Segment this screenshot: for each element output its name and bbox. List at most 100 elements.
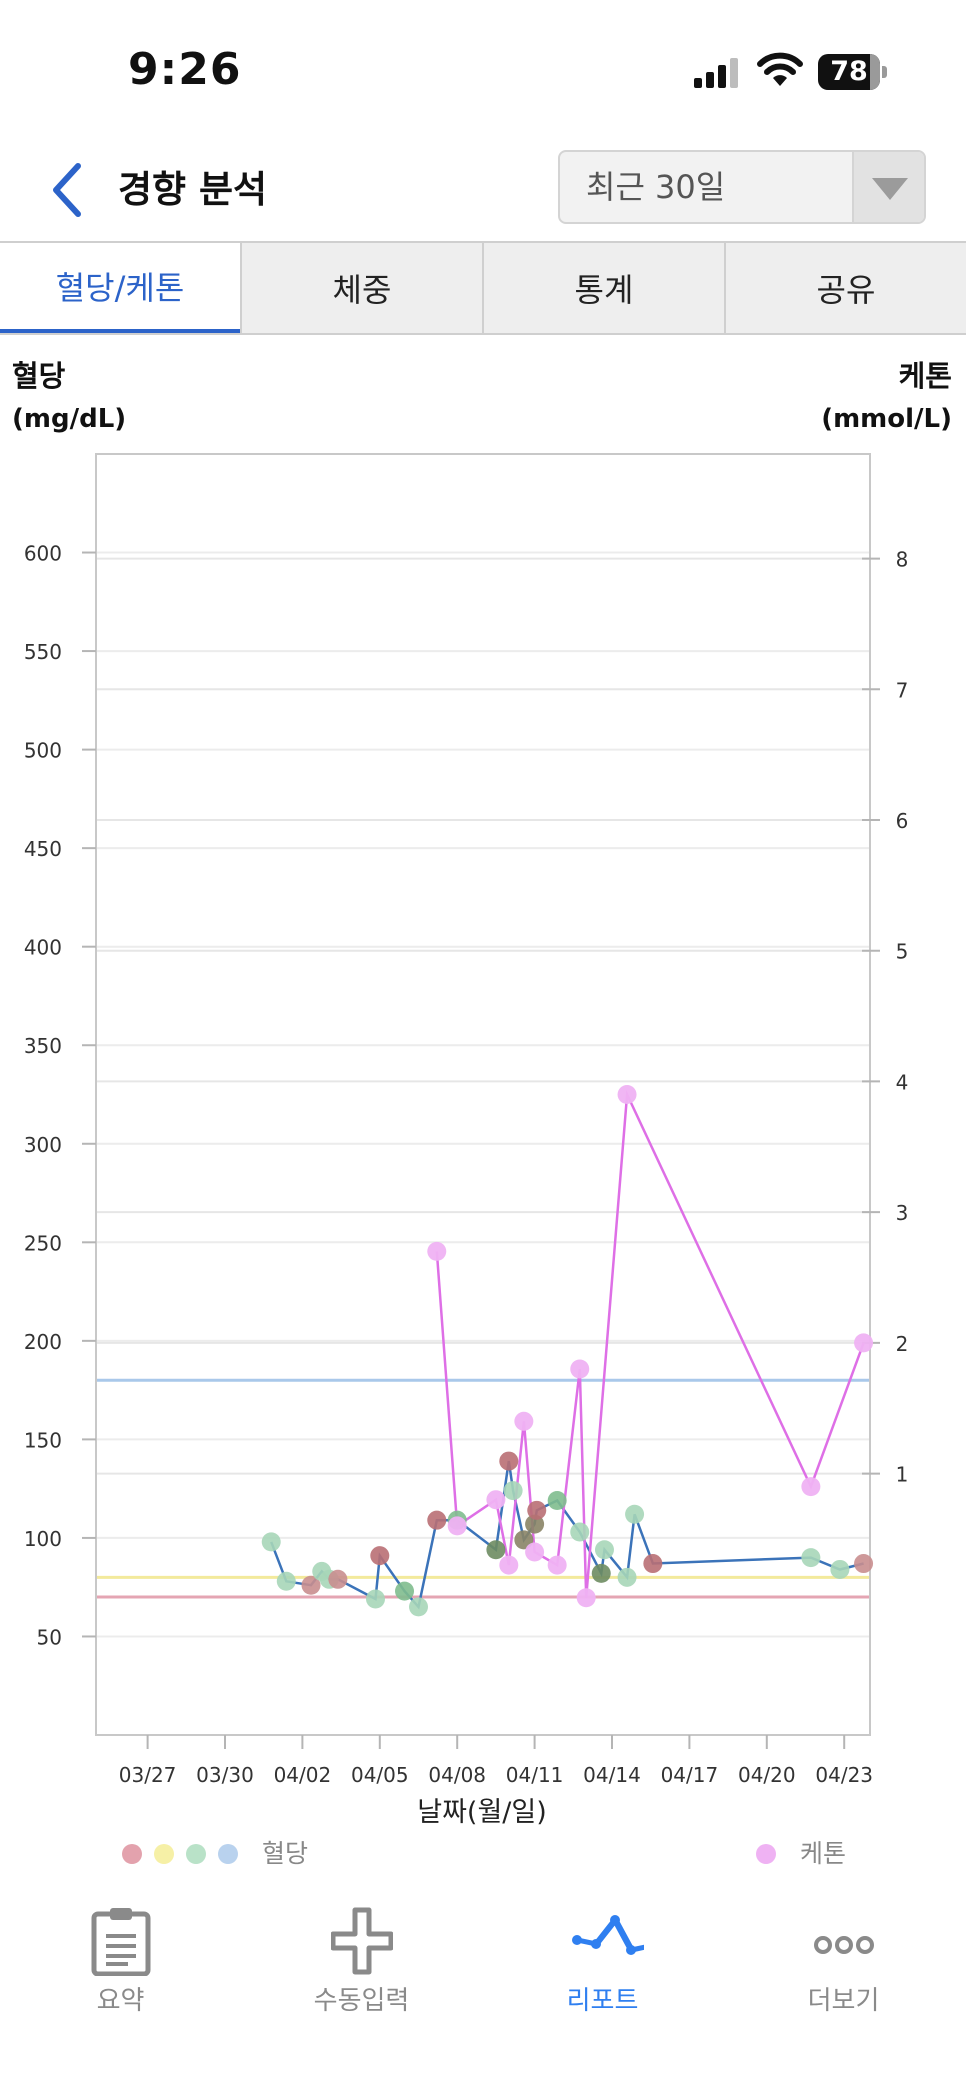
ketone-line	[435, 1089, 865, 1598]
y-tick-label-left: 350	[24, 1034, 62, 1058]
ketone-point	[570, 1359, 590, 1379]
left-axis-title: 혈당	[12, 359, 66, 393]
ketone-point	[617, 1085, 637, 1104]
y-tick-label-left: 250	[24, 1231, 62, 1255]
y-tick-label-right: 6	[896, 809, 909, 833]
ketone-point	[801, 1477, 821, 1497]
back-chevron-icon[interactable]	[46, 160, 90, 220]
glucose-point	[570, 1522, 590, 1542]
y-tick-label-left: 300	[24, 1133, 62, 1157]
glucose-point	[395, 1581, 415, 1601]
tabbar-manual-input-label: 수동입력	[313, 1986, 410, 2016]
report-tabs: 혈당/케톤 체중 통계 공유	[0, 241, 966, 335]
tabbar-report[interactable]: 리포트	[482, 1896, 723, 2036]
plus-icon	[331, 1907, 393, 1975]
tabbar-more-label: 더보기	[807, 1986, 880, 2016]
battery-level: 78	[830, 56, 868, 87]
legend-glucose-swatch-1	[122, 1844, 142, 1864]
glucose-point	[366, 1589, 385, 1609]
tab-glucose-ketone[interactable]: 혈당/케톤	[0, 243, 240, 333]
tabbar-report-label: 리포트	[566, 1986, 639, 2016]
x-tick-label: 04/23	[815, 1763, 873, 1787]
chart-legend: 혈당 케톤	[0, 1836, 966, 1872]
ketone-point	[499, 1555, 519, 1575]
ketone-point	[427, 1241, 447, 1261]
glucose-point	[276, 1571, 296, 1591]
legend-ketone-swatch	[756, 1844, 776, 1864]
period-dropdown-value: 최근 30일	[586, 168, 726, 206]
glucose-point	[261, 1532, 281, 1552]
wifi-icon	[757, 52, 803, 86]
more-icon	[814, 1936, 874, 1954]
period-dropdown-toggle[interactable]	[852, 152, 924, 222]
x-axis-title: 날짜(월/일)	[417, 1797, 547, 1828]
glucose-point	[617, 1567, 637, 1587]
glucose-point	[801, 1548, 821, 1568]
ketone-point	[525, 1542, 545, 1562]
tabbar-summary[interactable]: 요약	[0, 1896, 241, 2036]
page-title: 경향 분석	[118, 168, 268, 211]
bottom-tab-bar: 요약 수동입력 리포트 더보기	[0, 1896, 966, 2036]
glucose-point	[486, 1540, 506, 1560]
y-tick-label-left: 150	[24, 1428, 62, 1452]
tabbar-more[interactable]: 더보기	[723, 1896, 964, 2036]
battery-icon: 78	[818, 54, 888, 90]
ketone-point	[486, 1490, 506, 1510]
left-axis-unit: (mg/dL)	[12, 404, 127, 434]
y-tick-label-right: 2	[896, 1332, 909, 1356]
x-tick-label: 04/11	[506, 1763, 564, 1787]
y-tick-label-right: 4	[896, 1070, 909, 1094]
glucose-point	[594, 1540, 614, 1560]
y-tick-label-right: 3	[896, 1201, 909, 1225]
x-tick-label: 04/02	[274, 1763, 332, 1787]
right-axis-unit: (mmol/L)	[821, 404, 952, 434]
clipboard-icon	[91, 1908, 151, 1976]
y-tick-label-right: 7	[896, 678, 909, 702]
glucose-point	[854, 1554, 874, 1574]
y-tick-label-right: 8	[896, 548, 909, 572]
glucose-point	[625, 1504, 645, 1524]
y-tick-label-left: 450	[24, 837, 62, 861]
glucose-point	[643, 1554, 663, 1574]
glucose-point	[547, 1490, 567, 1510]
status-time: 9:26	[128, 44, 242, 95]
tab-share[interactable]: 공유	[724, 243, 966, 333]
glucose-points	[261, 1451, 874, 1617]
ketone-point	[547, 1555, 567, 1575]
x-tick-label: 04/20	[738, 1763, 796, 1787]
x-tick-label: 04/17	[661, 1763, 719, 1787]
ketone-point	[447, 1516, 467, 1536]
chevron-down-icon	[872, 178, 908, 200]
glucose-point	[499, 1451, 519, 1471]
y-tick-label-left: 50	[37, 1625, 62, 1649]
legend-glucose-swatch-2	[154, 1844, 174, 1864]
y-tick-label-left: 400	[24, 936, 62, 960]
x-tick-label: 03/30	[196, 1763, 254, 1787]
y-tick-label-left: 100	[24, 1527, 62, 1551]
ketone-point	[854, 1333, 874, 1353]
y-tick-label-left: 500	[24, 739, 62, 763]
legend-glucose-label: 혈당	[262, 1839, 309, 1868]
nav-header: 경향 분석 최근 30일	[0, 140, 966, 240]
legend-glucose-swatch-3	[186, 1844, 206, 1864]
y-tick-label-left: 600	[24, 542, 62, 566]
tabbar-manual-input[interactable]: 수동입력	[241, 1896, 482, 2036]
x-tick-label: 03/27	[119, 1763, 177, 1787]
glucose-point	[527, 1500, 547, 1520]
y-tick-label-left: 200	[24, 1330, 62, 1354]
ketone-series-line	[435, 1089, 865, 1598]
legend-glucose-swatch-4	[218, 1844, 238, 1864]
plot-frame	[95, 453, 871, 1736]
tab-statistics[interactable]: 통계	[482, 243, 724, 333]
period-dropdown[interactable]: 최근 30일	[558, 150, 926, 224]
glucose-point	[503, 1481, 523, 1501]
tabbar-summary-label: 요약	[96, 1986, 145, 2016]
y-tick-label-left: 550	[24, 640, 62, 664]
x-tick-label: 04/14	[583, 1763, 641, 1787]
ketone-point	[514, 1411, 534, 1431]
tab-weight[interactable]: 체중	[240, 243, 482, 333]
cellular-signal-icon	[694, 58, 738, 88]
right-axis-title: 케톤	[898, 359, 952, 393]
ketone-points	[427, 1085, 874, 1608]
glucose-point	[328, 1569, 348, 1589]
